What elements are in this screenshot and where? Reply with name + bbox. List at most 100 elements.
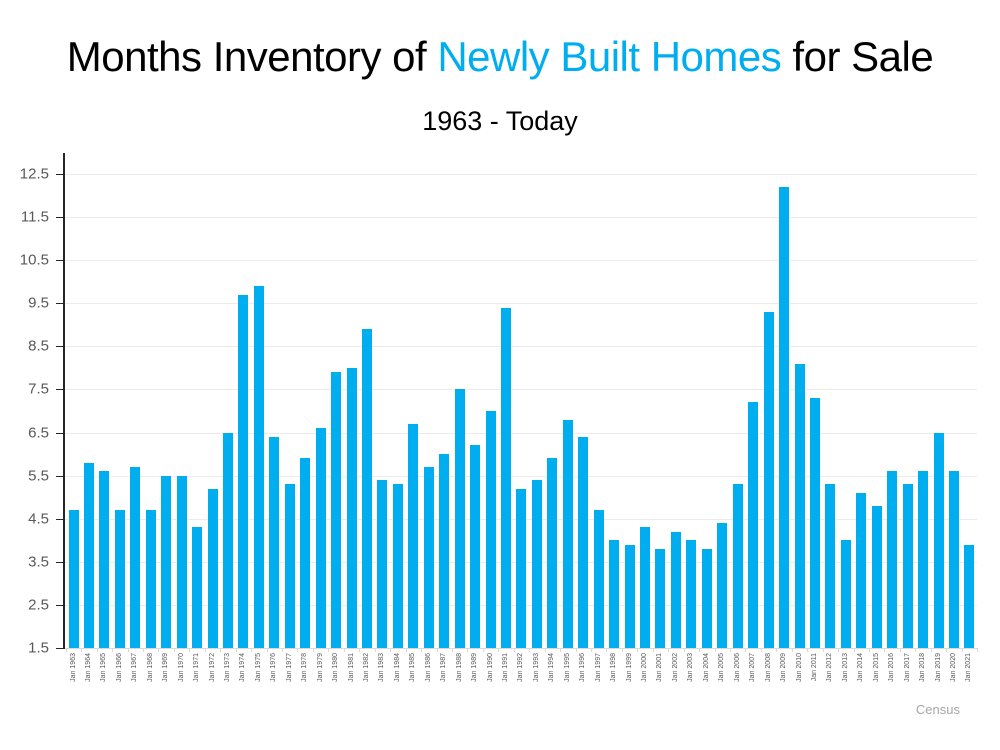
y-tick-label: 12.5 xyxy=(19,165,49,183)
x-axis-tick xyxy=(729,648,731,652)
x-axis-tick xyxy=(251,648,253,652)
bar xyxy=(269,436,280,648)
x-axis-tick xyxy=(791,648,793,652)
x-tick-label: Jan 1984 xyxy=(393,653,401,682)
x-axis-tick xyxy=(328,648,330,652)
bar xyxy=(794,363,805,648)
x-axis-tick xyxy=(529,648,531,652)
x-axis-tick xyxy=(96,648,98,652)
y-tick-label: 4.5 xyxy=(28,510,49,528)
y-axis-tick xyxy=(56,346,63,348)
bar xyxy=(361,329,372,648)
bar xyxy=(145,510,156,648)
bar xyxy=(763,311,774,648)
gridline xyxy=(64,389,977,391)
bar xyxy=(686,540,697,648)
bar xyxy=(948,471,959,648)
x-tick-label: Jan 1993 xyxy=(532,653,540,682)
y-tick-label: 7.5 xyxy=(28,380,49,398)
bar xyxy=(207,488,218,648)
bar xyxy=(99,471,110,648)
bar xyxy=(933,432,944,648)
bar xyxy=(114,510,125,648)
bar xyxy=(918,471,929,648)
x-tick-label: Jan 1985 xyxy=(409,653,417,682)
x-tick-label: Jan 1980 xyxy=(332,653,340,682)
bar xyxy=(732,484,743,648)
x-tick-label: Jan 2015 xyxy=(872,653,880,682)
x-tick-label: Jan 1994 xyxy=(548,653,556,682)
x-tick-label: Jan 1982 xyxy=(362,653,370,682)
y-axis-tick xyxy=(56,475,63,477)
x-tick-label: Jan 2008 xyxy=(764,653,772,682)
bar xyxy=(547,458,558,648)
y-axis-tick xyxy=(56,303,63,305)
page-title: Months Inventory of Newly Built Homes fo… xyxy=(0,33,1000,81)
chart-subtitle: 1963 - Today xyxy=(422,106,578,136)
bar xyxy=(670,531,681,648)
x-axis-tick xyxy=(65,648,67,652)
x-tick-label: Jan 2017 xyxy=(903,653,911,682)
x-tick-label: Jan 1964 xyxy=(84,653,92,682)
x-axis-tick xyxy=(899,648,901,652)
bar xyxy=(423,467,434,648)
x-tick-label: Jan 1978 xyxy=(301,653,309,682)
bar xyxy=(840,540,851,648)
x-tick-label: Jan 2019 xyxy=(934,653,942,682)
bar xyxy=(578,436,589,648)
bar xyxy=(300,458,311,648)
x-tick-label: Jan 2003 xyxy=(687,653,695,682)
x-tick-label: Jan 1979 xyxy=(316,653,324,682)
title-highlight-text: Newly Built Homes xyxy=(437,33,782,80)
x-tick-label: Jan 1991 xyxy=(502,653,510,682)
gridline xyxy=(64,174,977,175)
x-axis-tick xyxy=(158,648,160,652)
x-axis-tick xyxy=(683,648,685,652)
bar xyxy=(192,527,203,648)
x-axis-tick xyxy=(838,648,840,652)
x-axis-tick xyxy=(668,648,670,652)
chart-baseline xyxy=(64,648,977,649)
x-tick-label: Jan 1973 xyxy=(223,653,231,682)
x-tick-label: Jan 1965 xyxy=(100,653,108,682)
x-axis-tick xyxy=(436,648,438,652)
y-axis-line xyxy=(63,153,65,649)
bar xyxy=(161,475,172,648)
x-axis-tick xyxy=(220,648,222,652)
x-tick-label: Jan 2005 xyxy=(718,653,726,682)
x-axis-tick xyxy=(498,648,500,652)
bar xyxy=(392,484,403,648)
bar xyxy=(238,294,249,648)
x-axis-tick xyxy=(405,648,407,652)
bar xyxy=(83,462,94,648)
x-tick-label: Jan 1983 xyxy=(378,653,386,682)
y-tick-label: 1.5 xyxy=(28,639,49,657)
x-tick-label: Jan 2007 xyxy=(749,653,757,682)
y-axis-tick xyxy=(56,217,63,219)
x-tick-label: Jan 2021 xyxy=(965,653,973,682)
x-tick-label: Jan 1988 xyxy=(455,653,463,682)
x-axis-tick xyxy=(390,648,392,652)
x-axis-tick xyxy=(884,648,886,652)
x-tick-label: Jan 2013 xyxy=(841,653,849,682)
bar xyxy=(640,527,651,648)
x-tick-label: Jan 2009 xyxy=(780,653,788,682)
x-axis-tick xyxy=(915,648,917,652)
bar xyxy=(655,548,666,648)
x-tick-label: Jan 1974 xyxy=(239,653,247,682)
bar xyxy=(748,402,759,648)
y-axis-tick xyxy=(56,561,63,563)
y-tick-label: 8.5 xyxy=(28,337,49,355)
x-tick-label: Jan 2000 xyxy=(641,653,649,682)
x-axis-tick xyxy=(714,648,716,652)
bar xyxy=(856,492,867,648)
bar xyxy=(516,488,527,648)
x-axis-tick xyxy=(204,648,206,652)
y-axis-tick xyxy=(56,432,63,434)
x-axis-tick xyxy=(961,648,963,652)
x-tick-label: Jan 1989 xyxy=(471,653,479,682)
bar xyxy=(871,505,882,648)
bar xyxy=(68,510,79,648)
y-axis-tick xyxy=(56,174,63,175)
x-axis-tick xyxy=(822,648,824,652)
